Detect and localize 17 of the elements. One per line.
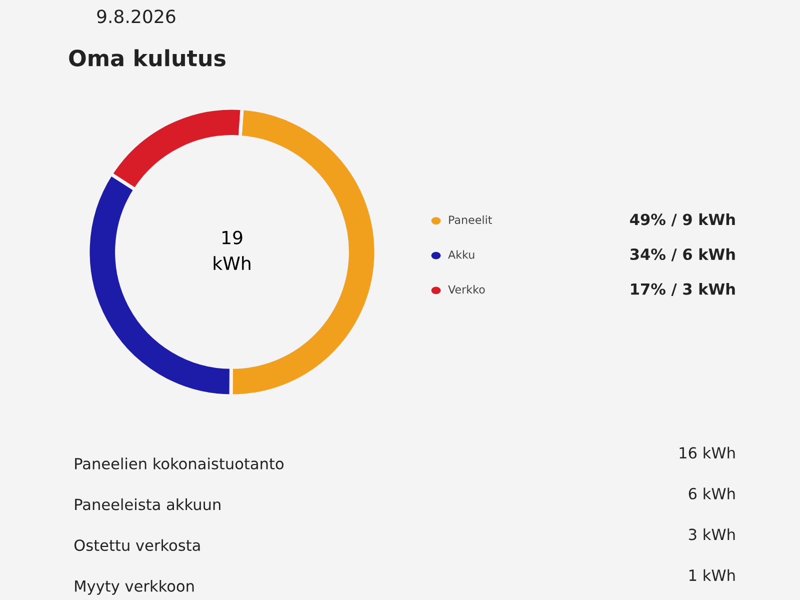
- text: Paneeleista akkuun: [75, 498, 220, 510]
- data-label: 17% / 3 kWh: [631, 283, 735, 296]
- data-label: 34% / 6 kWh: [630, 248, 735, 262]
- text: 1 kWh: [689, 569, 735, 581]
- data-label: 49% / 9 kWh: [630, 213, 735, 226]
- legend-label: Paneelit: [449, 215, 492, 224]
- legend-label: Akku: [448, 250, 474, 259]
- text: Paneelien kokonaistuotanto: [75, 458, 284, 470]
- chart-title: Oma kulutus: [69, 49, 226, 66]
- text: Ostettu verkosta: [74, 539, 200, 552]
- text: Myyty verkkoon: [75, 580, 194, 595]
- text: 19 kWh: [214, 230, 250, 270]
- text: 3 kWh: [688, 528, 735, 540]
- legend-label: Verkko: [448, 285, 485, 294]
- text: 6 kWh: [688, 488, 735, 500]
- text: 16 kWh: [680, 446, 735, 459]
- chart-subtitle: 9.8.2026: [97, 10, 176, 24]
